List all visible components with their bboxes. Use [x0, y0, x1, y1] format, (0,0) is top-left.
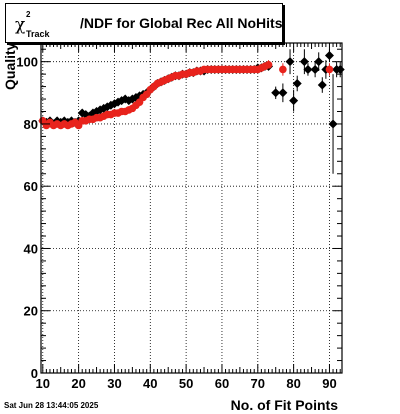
x-tick-label: 70: [251, 376, 265, 391]
data-point-black: [324, 50, 334, 60]
timestamp: Sat Jun 28 13:44:05 2025: [4, 401, 99, 410]
x-tick-label: 60: [215, 376, 229, 391]
axis-ticks: [41, 43, 342, 374]
y-axis-label: Quality: [2, 42, 18, 90]
x-tick-label: 20: [71, 376, 85, 391]
data-point-red: [279, 65, 287, 74]
x-tick-label: 40: [143, 376, 157, 391]
x-tick-label: 90: [322, 376, 336, 391]
tick-labels: 10 20 30 40 50 60 70 80 90 0 20 40 60 80 100: [16, 55, 336, 391]
data-point-black: [314, 57, 324, 67]
x-tick-label: 50: [179, 376, 193, 391]
data-point-black: [317, 80, 327, 90]
plot-frame: [40, 42, 343, 374]
data-point-black: [310, 64, 320, 74]
data-point-black: [278, 88, 288, 98]
y-tick-label: 80: [24, 117, 38, 132]
y-tick-label: 20: [24, 304, 38, 319]
grid-lines: [41, 43, 342, 374]
data-point-red: [325, 65, 334, 74]
y-tick-label: 60: [24, 179, 38, 194]
chi-symbol: χ: [15, 15, 26, 35]
chi-superscript: 2: [26, 10, 31, 19]
data-point-black: [285, 57, 295, 67]
data-points: [38, 50, 345, 130]
data-point-black: [289, 96, 299, 106]
y-tick-label: 40: [24, 241, 38, 256]
chart-title: /NDF for Global Rec All NoHits: [80, 15, 283, 31]
y-tick-label: 0: [31, 366, 38, 381]
title-box: χ 2 Track /NDF for Global Rec All NoHits: [5, 3, 283, 43]
data-point-black: [271, 88, 281, 98]
data-point-black: [292, 78, 302, 88]
x-axis-label: No. of Fit Points: [230, 397, 338, 413]
data-point-black: [303, 64, 313, 74]
x-tick-label: 80: [286, 376, 300, 391]
data-point-black: [299, 57, 309, 67]
x-tick-label: 30: [107, 376, 121, 391]
data-point-red: [264, 60, 273, 69]
y-tick-label: 100: [16, 55, 38, 70]
x-tick-label: 10: [36, 376, 50, 391]
error-bars: [42, 49, 341, 174]
chi-subscript: Track: [26, 29, 50, 39]
